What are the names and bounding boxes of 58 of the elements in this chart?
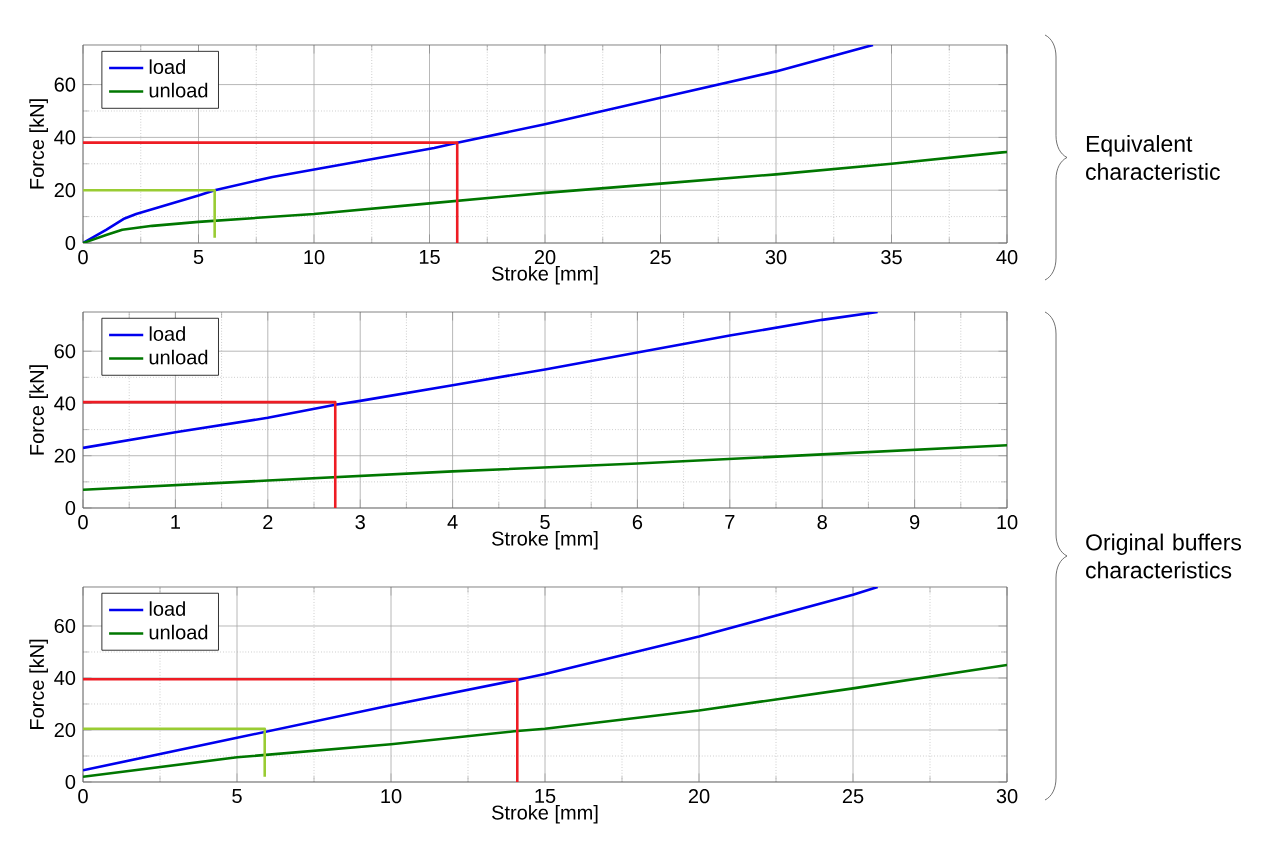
legend-label: load (149, 326, 185, 341)
y-axis-title: Force [kN] (29, 99, 48, 189)
x-tick-label: 0 (78, 789, 88, 804)
x-tick-label: 10 (381, 789, 402, 804)
y-tick-label: 0 (65, 500, 76, 516)
x-tick-label: 15 (419, 250, 440, 265)
y-tick-label: 40 (54, 396, 76, 411)
x-axis-title: Stroke [mm] (492, 804, 598, 824)
x-tick-label: 6 (632, 515, 643, 530)
x-tick-label: 7 (725, 515, 735, 529)
x-tick-label: 2 (263, 515, 273, 530)
x-tick-label: 10 (997, 515, 1018, 530)
x-axis-title: Stroke [mm] (492, 265, 598, 285)
legend-label: unload (149, 82, 208, 98)
x-tick-label: 25 (650, 250, 671, 265)
x-tick-label: 20 (688, 789, 710, 804)
x-tick-label: 5 (540, 515, 550, 530)
legend-label: unload (149, 624, 208, 640)
x-tick-label: 8 (817, 515, 827, 530)
x-tick-label: 5 (232, 789, 242, 804)
y-axis-title: Force [kN] (29, 365, 48, 455)
line-series (83, 150, 1008, 243)
x-tick-label: 10 (304, 250, 325, 265)
x-tick-label: 1 (171, 515, 181, 529)
x-axis-title: Stroke [mm] (492, 530, 598, 550)
y-axis-title: Force [kN] (29, 639, 48, 729)
x-tick-label: 30 (765, 250, 787, 265)
text: Original buffers characteristics (1086, 533, 1242, 579)
y-tick-label: 20 (54, 448, 76, 463)
x-tick-label: 0 (78, 250, 88, 265)
y-tick-label: 60 (54, 344, 76, 359)
x-tick-label: 3 (355, 515, 365, 530)
line-series (83, 44, 875, 243)
x-tick-label: 30 (996, 789, 1018, 804)
x-tick-label: 35 (881, 250, 902, 265)
y-tick-label: 60 (54, 618, 76, 634)
y-tick-label: 40 (54, 130, 76, 145)
x-tick-label: 20 (534, 250, 556, 265)
line-series (83, 443, 1008, 491)
y-tick-label: 0 (65, 235, 76, 251)
x-tick-label: 4 (447, 515, 458, 529)
legend-label: load (149, 59, 185, 75)
y-tick-label: 0 (65, 774, 76, 790)
text: Equivalent characteristic (1086, 135, 1220, 180)
line-series (83, 663, 1007, 779)
x-tick-label: 25 (842, 789, 864, 804)
x-tick-label: 0 (78, 515, 88, 530)
x-tick-label: 9 (909, 515, 920, 530)
x-tick-label: 15 (535, 789, 556, 804)
legend-label: load (149, 601, 185, 616)
y-tick-label: 20 (54, 722, 76, 738)
x-tick-label: 5 (193, 250, 204, 265)
line-series (83, 586, 879, 772)
x-tick-label: 40 (996, 250, 1018, 265)
y-tick-label: 40 (54, 670, 76, 686)
y-tick-label: 60 (54, 77, 76, 92)
y-tick-label: 20 (54, 183, 76, 198)
legend-label: unload (149, 349, 208, 365)
